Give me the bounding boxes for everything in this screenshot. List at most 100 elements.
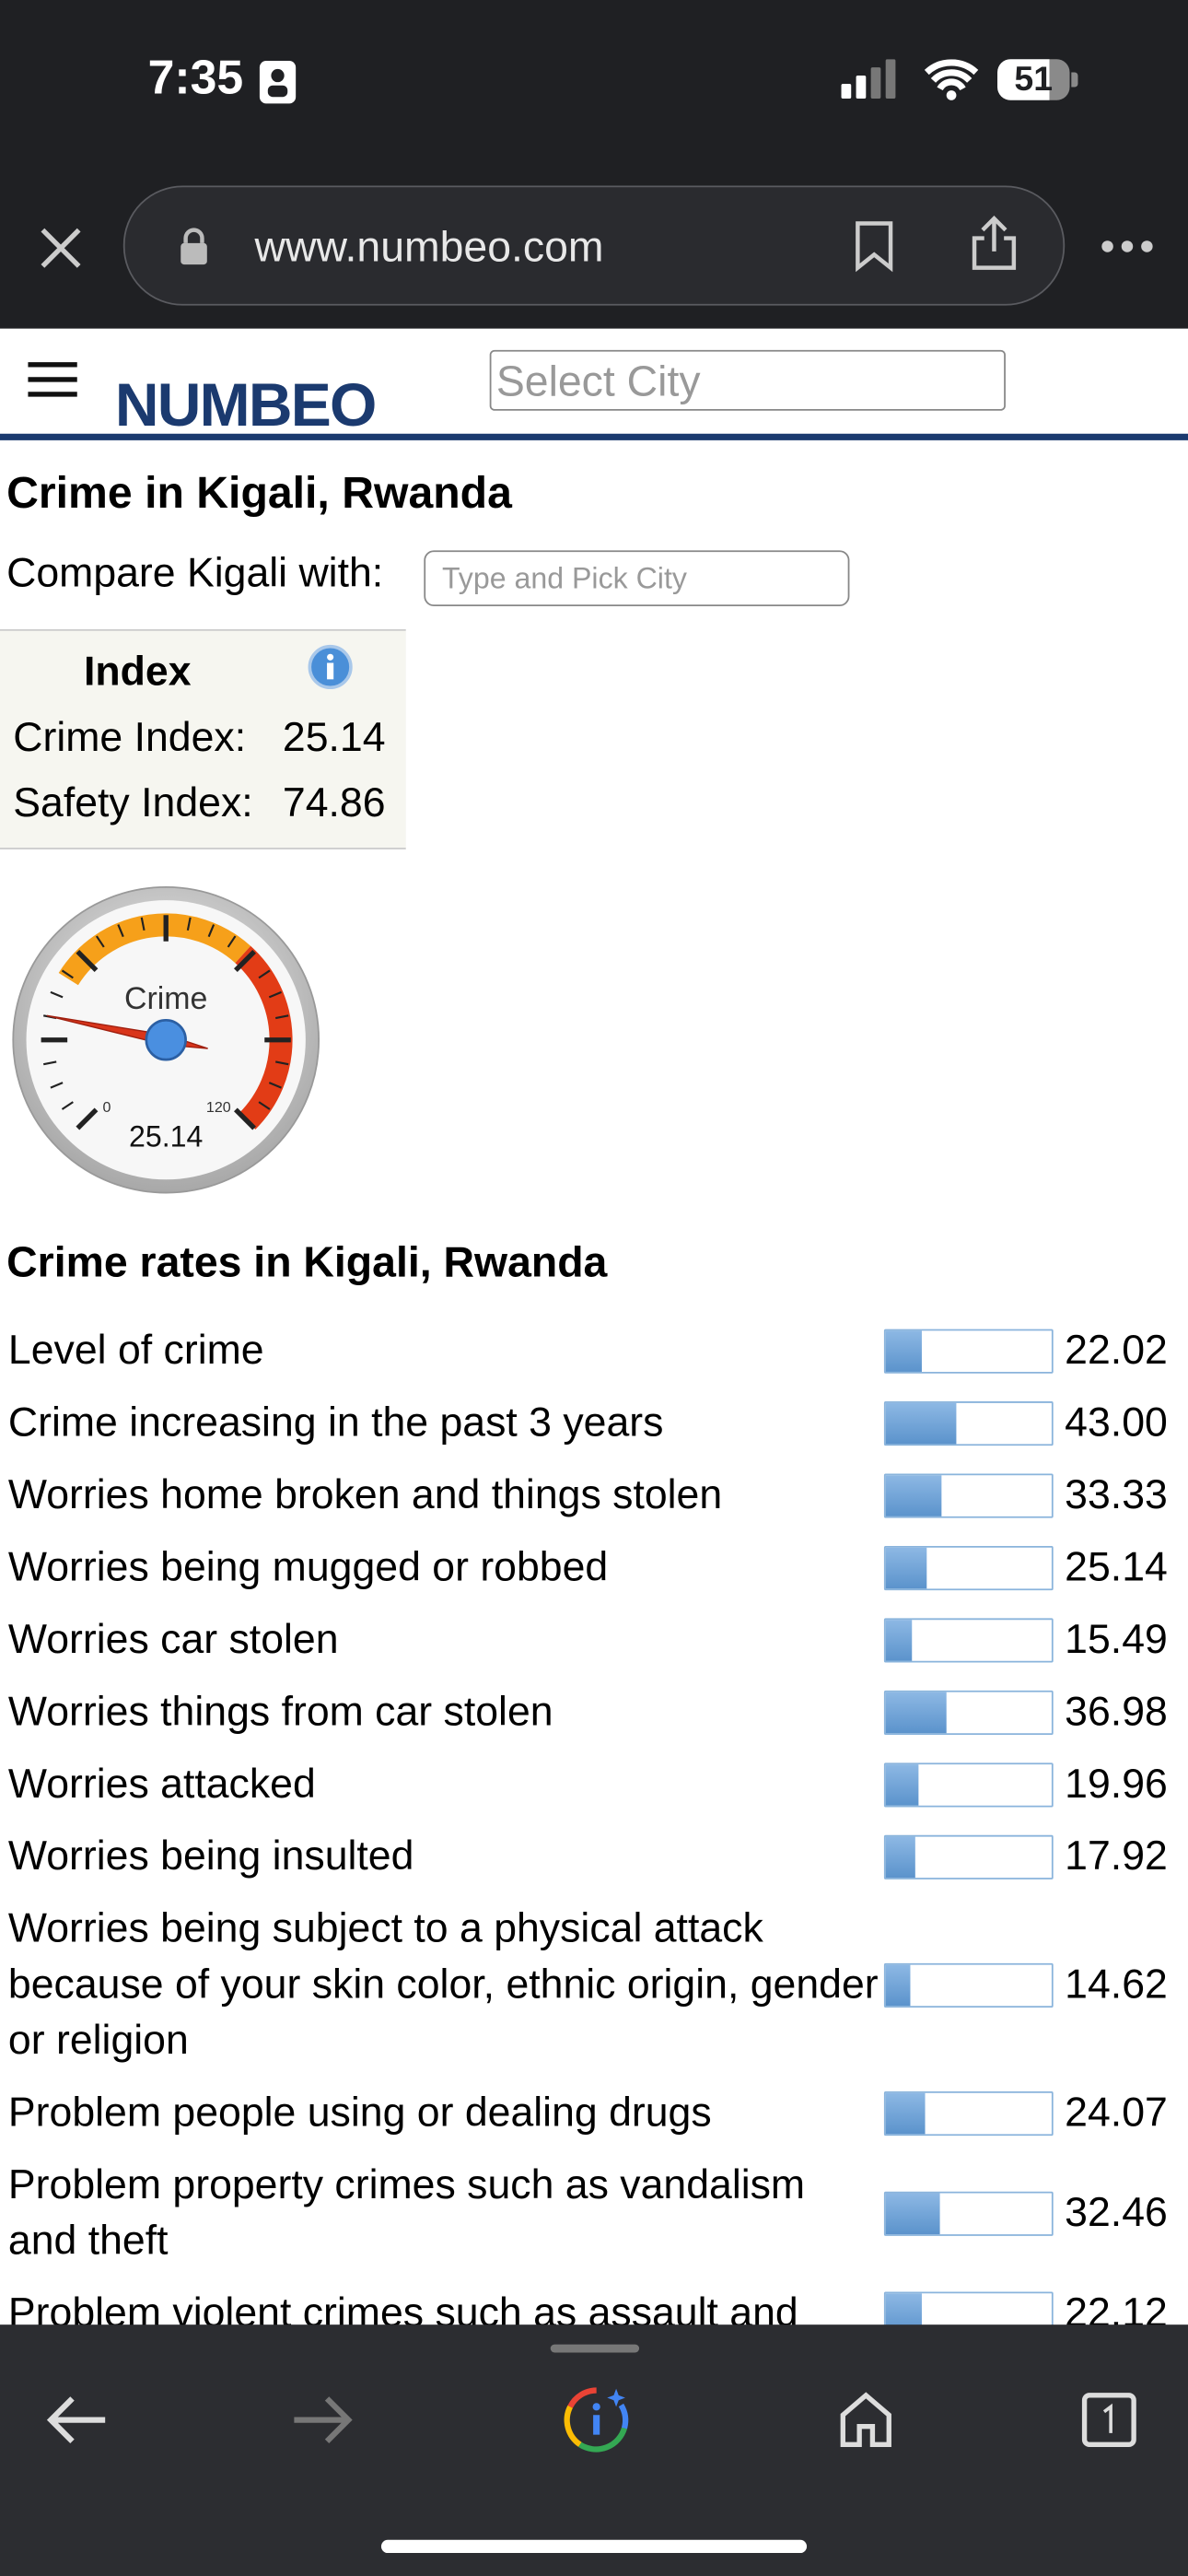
bar-track: [883, 1762, 1054, 1807]
gauge-max: 120: [206, 1099, 231, 1116]
lock-icon: [181, 228, 207, 265]
back-button[interactable]: [46, 2394, 109, 2446]
crime-rates-list: Level of crime 22.02 Crime increasing in t…: [8, 1315, 1185, 2349]
gauge-tick: [234, 1107, 256, 1130]
battery: 51: [997, 59, 1070, 100]
gauge-tick: [50, 990, 64, 999]
bar-track: [883, 1833, 1054, 1879]
time: 7:35: [147, 53, 244, 106]
row-label: Worries being mugged or robbed: [7, 1544, 609, 1591]
bar: [885, 2192, 940, 2234]
gauge-tick: [268, 990, 282, 999]
hamburger[interactable]: [28, 361, 77, 401]
home-button[interactable]: [838, 2390, 894, 2449]
bar: [885, 1546, 928, 1588]
bar-track: [883, 1617, 1054, 1662]
battery-tip: [1071, 72, 1078, 88]
menu-dots[interactable]: [1101, 239, 1153, 255]
bar: [885, 1763, 919, 1805]
row-value: 25.14: [1065, 1543, 1168, 1590]
url-bar[interactable]: [122, 185, 1066, 306]
crime-row: Worries car stolen 15.49: [8, 1603, 1185, 1675]
bar-track: [883, 1689, 1054, 1735]
gauge-tick: [76, 1107, 99, 1130]
page-title: Crime in Kigali, Rwanda: [6, 468, 512, 518]
logo[interactable]: NUMBEO: [114, 370, 378, 439]
gauge-value: 25.14: [129, 1120, 203, 1153]
index-label: Safety Index:: [13, 780, 253, 826]
gauge-tick: [61, 1101, 74, 1110]
index-heading: Index: [83, 649, 192, 696]
info-icon[interactable]: [308, 644, 354, 690]
forward-button[interactable]: [291, 2394, 354, 2446]
crime-row: Worries being insulted 17.92: [8, 1821, 1185, 1892]
signal-wifi: [841, 59, 979, 100]
bar: [885, 1963, 911, 2006]
gauge-tick: [61, 969, 74, 979]
crime-row: Worries home broken and things stolen 33.…: [8, 1458, 1185, 1530]
row-value: 33.33: [1065, 1470, 1168, 1517]
gauge-band: [235, 945, 293, 1130]
crime-row: Problem property crimes such as vandalis…: [8, 2149, 1185, 2277]
bar: [885, 1329, 923, 1372]
crime-row: Worries being subject to a physical atta…: [8, 1892, 1185, 2077]
grab-handle: [550, 2344, 640, 2353]
gauge-tick: [268, 1082, 282, 1089]
gauge-tick: [76, 950, 99, 972]
row-value: 24.07: [1065, 2089, 1168, 2136]
bar: [885, 1619, 912, 1660]
index-value: 25.14: [282, 714, 386, 761]
row-label: Worries car stolen: [7, 1616, 339, 1663]
gauge-tick: [258, 1101, 271, 1110]
google-lens[interactable]: [562, 2385, 631, 2454]
crime-row: Worries things from car stolen 36.98: [8, 1676, 1185, 1748]
bar-track: [883, 1400, 1054, 1446]
gauge-tick: [234, 950, 256, 972]
row-label: Problem property crimes such as vandalis…: [7, 2161, 806, 2265]
gauge-tick: [95, 935, 105, 948]
bar: [885, 1691, 948, 1733]
gauge-tick: [186, 917, 192, 931]
row-label: Worries being insulted: [7, 1833, 414, 1879]
bar-track: [883, 1961, 1054, 2008]
section-title: Crime rates in Kigali, Rwanda: [6, 1236, 608, 1287]
bar: [885, 1401, 958, 1444]
row-value: 32.46: [1065, 2189, 1168, 2235]
bar-track: [883, 2090, 1054, 2136]
bar: [885, 1474, 941, 1516]
row-value: 17.92: [1065, 1832, 1168, 1879]
row-label: Worries home broken and things stolen: [7, 1471, 723, 1518]
row-value: 15.49: [1065, 1615, 1168, 1662]
crime-gauge: Crime 0 120 25.14: [12, 886, 320, 1194]
city-search[interactable]: Select City: [489, 349, 1006, 411]
url: www.numbeo.com: [254, 221, 604, 272]
compare-label: Compare Kigali with:: [6, 550, 384, 597]
share-icon[interactable]: [970, 214, 1019, 273]
crime-row: Level of crime 22.02: [8, 1315, 1185, 1387]
index-label: Crime Index:: [13, 714, 247, 761]
bar: [885, 1835, 915, 1878]
close-button[interactable]: [40, 227, 82, 269]
bar-track: [883, 2190, 1054, 2235]
gauge-tick: [117, 924, 124, 938]
crime-row: Worries being mugged or robbed 25.14: [8, 1531, 1185, 1603]
tabs-button[interactable]: [1081, 2392, 1137, 2448]
row-label: Crime increasing in the past 3 years: [7, 1399, 664, 1446]
bar: [885, 2091, 926, 2134]
row-value: 22.02: [1065, 1326, 1168, 1373]
row-value: 19.96: [1065, 1760, 1168, 1807]
row-value: 43.00: [1065, 1399, 1168, 1446]
gauge-label: Crime: [124, 981, 207, 1016]
gauge-tick: [43, 1060, 57, 1066]
row-label: Level of crime: [7, 1327, 264, 1374]
bookmark-icon[interactable]: [853, 220, 895, 273]
gauge-tick: [227, 935, 237, 948]
row-value: 36.98: [1065, 1688, 1168, 1735]
compare-input[interactable]: Type and Pick City: [424, 550, 850, 606]
crime-row: Worries attacked 19.96: [8, 1748, 1185, 1820]
home-indicator: [380, 2539, 808, 2554]
crime-row: Problem people using or dealing drugs 24.…: [8, 2077, 1185, 2149]
bar-track: [883, 1545, 1054, 1590]
gauge-tick: [140, 917, 146, 931]
